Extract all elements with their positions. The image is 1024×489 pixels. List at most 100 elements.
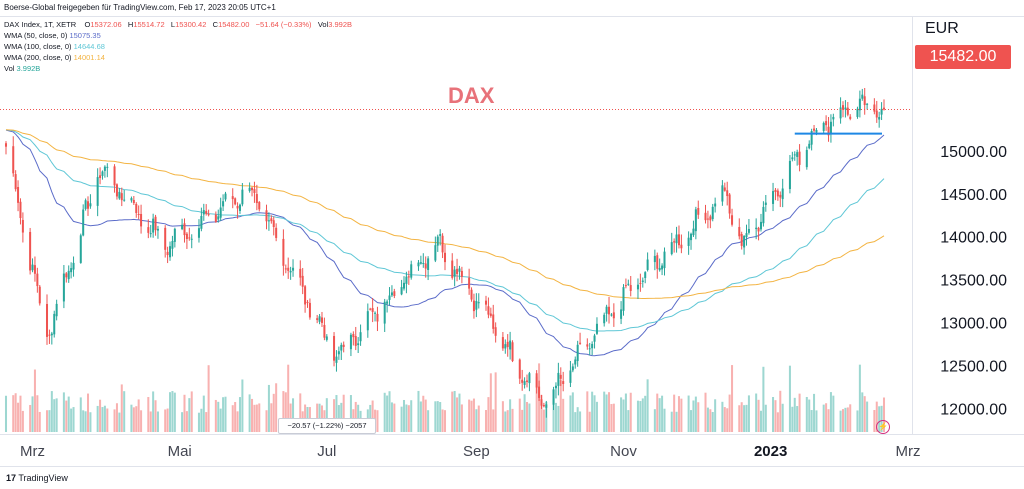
candle bbox=[188, 227, 191, 241]
candle bbox=[687, 231, 690, 255]
candle-body bbox=[115, 184, 118, 197]
volume-bar bbox=[169, 392, 172, 432]
volume-bar bbox=[711, 411, 714, 432]
bolt-icon[interactable]: ⚡ bbox=[876, 420, 890, 434]
candle-body bbox=[723, 187, 726, 191]
candle-body bbox=[776, 190, 779, 197]
price-tick-label: 12000.00 bbox=[940, 402, 1007, 419]
candle bbox=[574, 356, 577, 369]
volume-bar bbox=[99, 399, 102, 432]
volume-bar bbox=[453, 390, 456, 432]
volume-bar bbox=[166, 408, 169, 432]
candle-body bbox=[405, 276, 408, 284]
candle-body bbox=[772, 191, 775, 204]
price-axis-separator bbox=[912, 16, 913, 434]
volume-bar bbox=[4, 395, 8, 432]
candle-body bbox=[477, 302, 480, 304]
candle-body bbox=[99, 175, 102, 179]
price-tick-label: 13500.00 bbox=[940, 273, 1007, 290]
candle-body bbox=[612, 312, 615, 319]
candle bbox=[214, 211, 217, 223]
candle bbox=[140, 204, 143, 234]
candle bbox=[576, 340, 579, 367]
volume-bar bbox=[726, 408, 729, 432]
candle-body bbox=[289, 270, 292, 273]
candle-body bbox=[21, 219, 24, 233]
candle-body bbox=[518, 359, 521, 379]
candle-body bbox=[697, 208, 700, 215]
candle-body bbox=[484, 300, 488, 305]
volume-bar bbox=[595, 401, 598, 432]
tradingview-logo[interactable]: 17 TradingView bbox=[6, 473, 68, 483]
volume-bar bbox=[120, 384, 123, 432]
volume-bar bbox=[265, 410, 268, 432]
volume-bar bbox=[31, 396, 34, 432]
candle bbox=[38, 285, 41, 306]
time-tick-label: Mrz bbox=[896, 443, 921, 460]
candle bbox=[878, 111, 881, 128]
candle bbox=[559, 367, 562, 387]
candle-body bbox=[711, 206, 714, 220]
wma100-line bbox=[5, 129, 885, 332]
volume-bar bbox=[827, 409, 830, 432]
candle bbox=[470, 287, 473, 302]
candle bbox=[453, 266, 456, 287]
volume-bar bbox=[388, 391, 391, 432]
candle-body bbox=[205, 210, 208, 214]
candle-body bbox=[171, 240, 174, 249]
candle-body bbox=[728, 194, 731, 214]
candle-body bbox=[400, 287, 403, 295]
candle bbox=[19, 198, 22, 225]
volume-bar bbox=[829, 392, 832, 432]
candle-body bbox=[608, 306, 611, 315]
volume-bar bbox=[456, 397, 459, 432]
candle bbox=[33, 256, 36, 282]
annotation-lines-group bbox=[0, 108, 912, 135]
candle bbox=[509, 331, 512, 360]
candle bbox=[407, 270, 410, 285]
volume-bar bbox=[458, 393, 461, 432]
candle bbox=[624, 278, 627, 289]
footer-brand: TradingView bbox=[18, 473, 68, 483]
candle bbox=[265, 204, 268, 230]
footer-divider bbox=[0, 466, 1024, 467]
candle bbox=[443, 244, 447, 271]
candle-body bbox=[222, 201, 225, 207]
candle-body bbox=[745, 233, 748, 238]
candle-body bbox=[84, 200, 87, 209]
candle bbox=[388, 287, 391, 306]
candle bbox=[137, 205, 140, 220]
volume-bar bbox=[231, 405, 234, 432]
candle bbox=[849, 114, 852, 121]
candle bbox=[48, 329, 51, 344]
candle-body bbox=[673, 241, 676, 243]
candle bbox=[526, 374, 529, 388]
candle-body bbox=[390, 292, 393, 296]
candle-body bbox=[526, 380, 529, 382]
candle-body bbox=[644, 272, 647, 279]
candle bbox=[422, 253, 425, 268]
candle-body bbox=[622, 287, 625, 311]
candle-body bbox=[781, 188, 784, 200]
candle-body bbox=[487, 306, 490, 315]
candle-body bbox=[829, 121, 832, 134]
legend-symbol: DAX Index, 1T, XETR bbox=[4, 20, 77, 29]
candle-body bbox=[574, 359, 577, 365]
candle bbox=[622, 284, 625, 316]
candle bbox=[829, 114, 832, 143]
volume-bar bbox=[103, 405, 106, 432]
legend-open: 15372.06 bbox=[90, 20, 122, 29]
candle bbox=[528, 371, 531, 392]
volume-bar bbox=[390, 402, 393, 432]
candle-body bbox=[779, 194, 782, 198]
candle-body bbox=[342, 344, 345, 347]
volume-bar bbox=[185, 411, 188, 432]
volume-bar bbox=[17, 402, 20, 432]
currency-label: EUR bbox=[925, 20, 959, 37]
candle bbox=[844, 100, 847, 118]
candle-body bbox=[275, 227, 278, 238]
candle-body bbox=[48, 334, 51, 336]
candle-body bbox=[140, 213, 143, 227]
volume-bar bbox=[238, 397, 241, 432]
